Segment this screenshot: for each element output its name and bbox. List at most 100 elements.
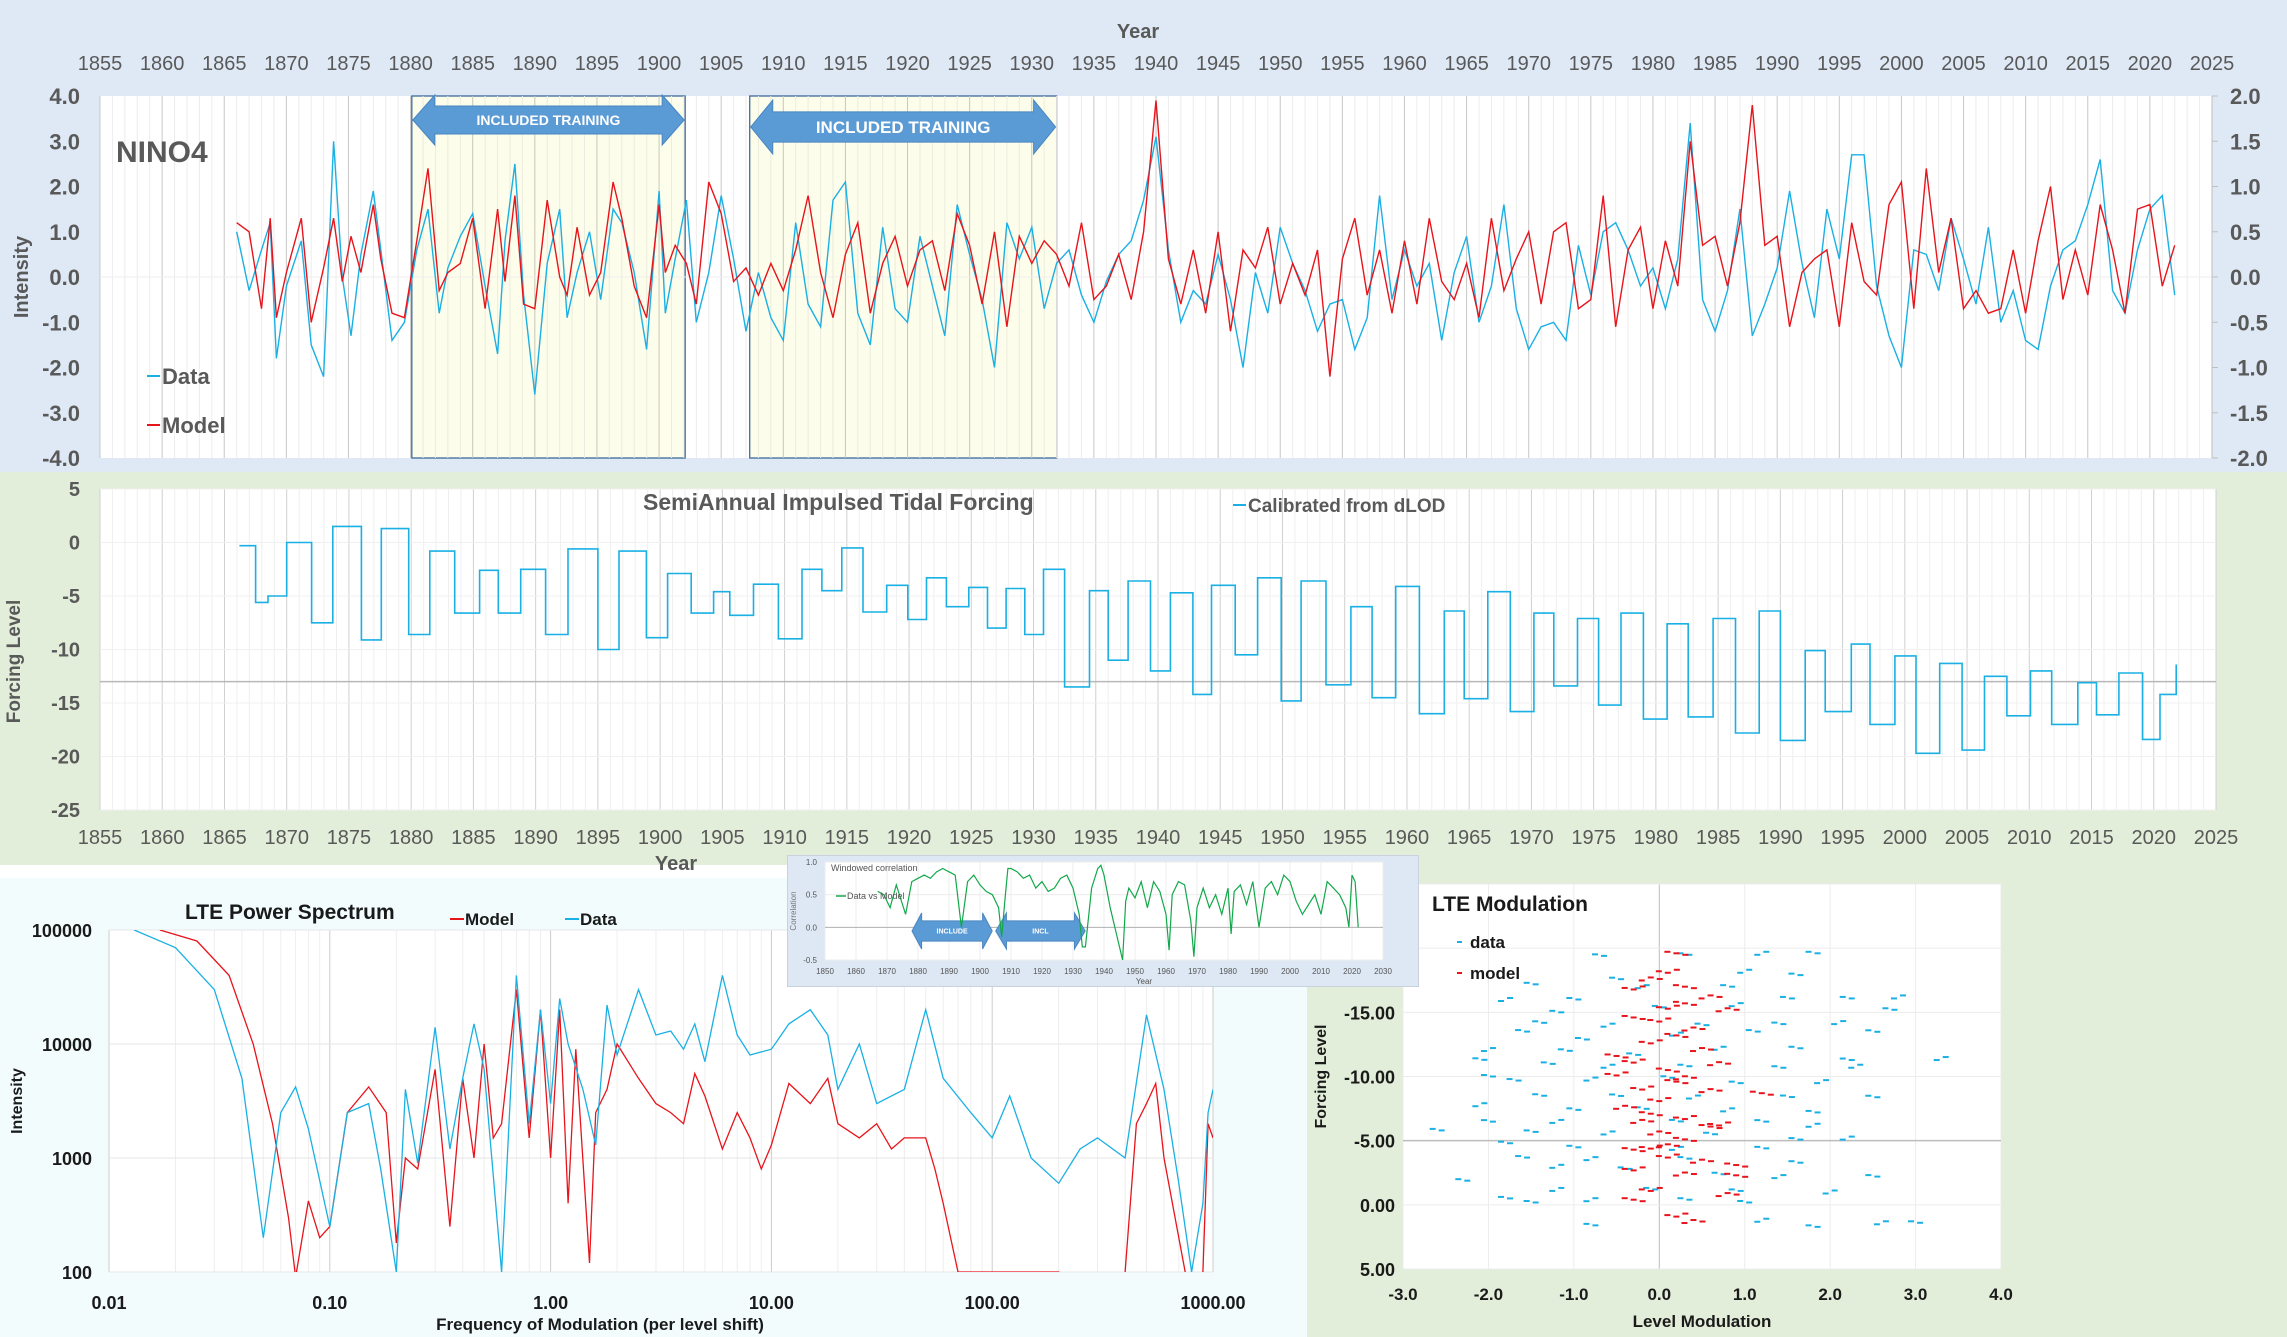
x-tick-label: 1000.00 <box>1180 1293 1245 1313</box>
inset-training-1-arrow-shape <box>911 912 993 950</box>
x-tick-label: 1980 <box>1219 967 1237 976</box>
x-tick-label: 1910 <box>761 53 806 75</box>
x-tick-label: 1895 <box>575 53 620 75</box>
chart-title: LTE Modulation <box>1432 893 1588 916</box>
y-tick-label: -15.00 <box>1344 1003 1395 1023</box>
series-line-correlation <box>877 864 1359 961</box>
chart-title: NINO4 <box>116 136 208 169</box>
y-axis-title: Forcing Level <box>4 600 25 724</box>
x-tick-label: 1975 <box>1571 827 1616 849</box>
x-tick-label: 1875 <box>327 827 372 849</box>
x-tick-label: 1910 <box>1002 967 1020 976</box>
x-tick-label: 1860 <box>140 53 185 75</box>
y-tick-left: 0.0 <box>49 265 80 290</box>
x-tick-label: 1895 <box>576 827 621 849</box>
x-tick-label: 1995 <box>1817 53 1862 75</box>
y-tick-label: -10 <box>51 640 80 662</box>
x-tick-label: 2010 <box>1312 967 1330 976</box>
lte-modulation-chart: -3.0-2.0-1.00.01.02.03.04.0-25.00-20.00-… <box>1313 875 2013 1331</box>
y-tick-label: -10.00 <box>1344 1068 1395 1088</box>
lte-modulation-chart-panel: -3.0-2.0-1.00.01.02.03.04.0-25.00-20.00-… <box>1307 860 2287 1337</box>
x-tick-label: 1930 <box>1010 53 1055 75</box>
y-tick-label: -20 <box>51 747 80 769</box>
nino4-chart-panel: INCLUDED TRAINING INCLUDED TRAINING 1855 18… <box>0 0 2287 472</box>
y-tick-label: -0.5 <box>803 956 817 965</box>
x-tick-label: 2020 <box>2128 53 2173 75</box>
series-line-calibrated <box>239 525 2177 755</box>
x-tick-label: 1890 <box>513 53 558 75</box>
y-tick-left: -1.0 <box>42 310 80 335</box>
lte-spectrum-chart: 100000 10000 1000 100 0.01 0.10 1.00 10.00 100.0… <box>9 901 1246 1334</box>
y-tick-label: 100 <box>62 1263 92 1283</box>
y-tick-right: 2.0 <box>2230 84 2261 109</box>
training-2-arrow-shape <box>750 98 1057 156</box>
x-tick-label: 1865 <box>202 53 247 75</box>
x-tick-label: 2010 <box>2003 53 2048 75</box>
y-axis-title: Forcing Level <box>1313 1024 1330 1128</box>
y-tick-right: -0.5 <box>2230 310 2268 335</box>
training-1-label: INCLUDED TRAINING <box>477 112 621 128</box>
x-tick-label: 1955 <box>1322 827 1367 849</box>
plot-area <box>109 930 1213 1272</box>
x-tick-label: 1960 <box>1385 827 1430 849</box>
y-tick-right: 0.5 <box>2230 220 2261 245</box>
x-tick-label: 1860 <box>140 827 185 849</box>
x-tick-label: 1965 <box>1447 827 1492 849</box>
x-tick-label: 2010 <box>2007 827 2052 849</box>
x-tick-label: 1915 <box>825 827 870 849</box>
y-tick-left: 1.0 <box>49 220 80 245</box>
x-tick-label: 1955 <box>1320 53 1365 75</box>
series-group <box>133 930 1213 1272</box>
x-tick-label: -3.0 <box>1388 1285 1417 1304</box>
series-line-data <box>236 123 2176 395</box>
y-tick-left: 3.0 <box>49 129 80 154</box>
x-tick-label: 1990 <box>1758 827 1803 849</box>
y-tick-right: 0.0 <box>2230 265 2261 290</box>
correlation-inset-chart: 1850 1860 1870 1880 1890 1900 1910 1920 1930 1940… <box>789 858 1392 986</box>
tidal-forcing-chart-panel: 5 0 -5 -10 -15 -20 -25 1855 1860 1865 1870 1875 1880… <box>0 472 2287 875</box>
y-tick-label: 0.5 <box>806 891 818 900</box>
x-axis-title: Year <box>1136 977 1153 986</box>
x-tick-label: 1960 <box>1382 53 1427 75</box>
x-tick-label: 2000 <box>1883 827 1928 849</box>
x-tick-label: 1940 <box>1134 53 1179 75</box>
y-tick-label: 1.0 <box>806 858 818 867</box>
nino4-chart: INCLUDED TRAINING INCLUDED TRAINING 1855 18… <box>11 21 2268 471</box>
x-tick-label: 1.0 <box>1733 1285 1757 1304</box>
y-tick-left: -4.0 <box>42 446 80 471</box>
x-tick-label: 1945 <box>1196 53 1241 75</box>
training-2-label: INCLUDED TRAINING <box>816 118 991 137</box>
x-tick-label: 2020 <box>1343 967 1361 976</box>
y-tick-label: 10000 <box>42 1035 92 1055</box>
x-tick-label: 1870 <box>878 967 896 976</box>
y-tick-right: -2.0 <box>2230 446 2268 471</box>
y-tick-label: -15 <box>51 693 80 715</box>
x-tick-label: 1920 <box>887 827 932 849</box>
x-tick-label: 0.10 <box>312 1293 347 1313</box>
x-tick-label: 1940 <box>1095 967 1113 976</box>
legend-label-data: data <box>1470 933 1506 952</box>
x-tick-label: 1975 <box>1569 53 1614 75</box>
x-axis-title: Year <box>655 853 697 875</box>
x-tick-label: 2025 <box>2194 827 2239 849</box>
series-line-model <box>159 930 1213 1272</box>
x-tick-label: 1935 <box>1074 827 1119 849</box>
x-tick-label: 1970 <box>1506 53 1551 75</box>
x-tick-label: 1990 <box>1250 967 1268 976</box>
x-axis-title: Frequency of Modulation (per level shift… <box>436 1315 764 1334</box>
x-tick-label: 1870 <box>264 53 309 75</box>
inset-training-2-label: INCL <box>1032 928 1049 935</box>
x-tick-label: 100.00 <box>965 1293 1020 1313</box>
y-axis-title: Intensity <box>11 235 33 318</box>
y-tick-label: -5 <box>62 586 80 608</box>
chart-title: LTE Power Spectrum <box>185 901 395 924</box>
x-tick-label: 1925 <box>947 53 992 75</box>
x-tick-label: 1930 <box>1064 967 1082 976</box>
x-tick-label: 1985 <box>1693 53 1738 75</box>
x-tick-label: 1970 <box>1509 827 1554 849</box>
x-tick-label: 1965 <box>1444 53 1489 75</box>
x-tick-label: 1875 <box>326 53 371 75</box>
y-tick-label: -5.00 <box>1354 1132 1395 1152</box>
x-tick-label: 1915 <box>823 53 868 75</box>
x-axis-title: Year <box>1117 21 1159 43</box>
